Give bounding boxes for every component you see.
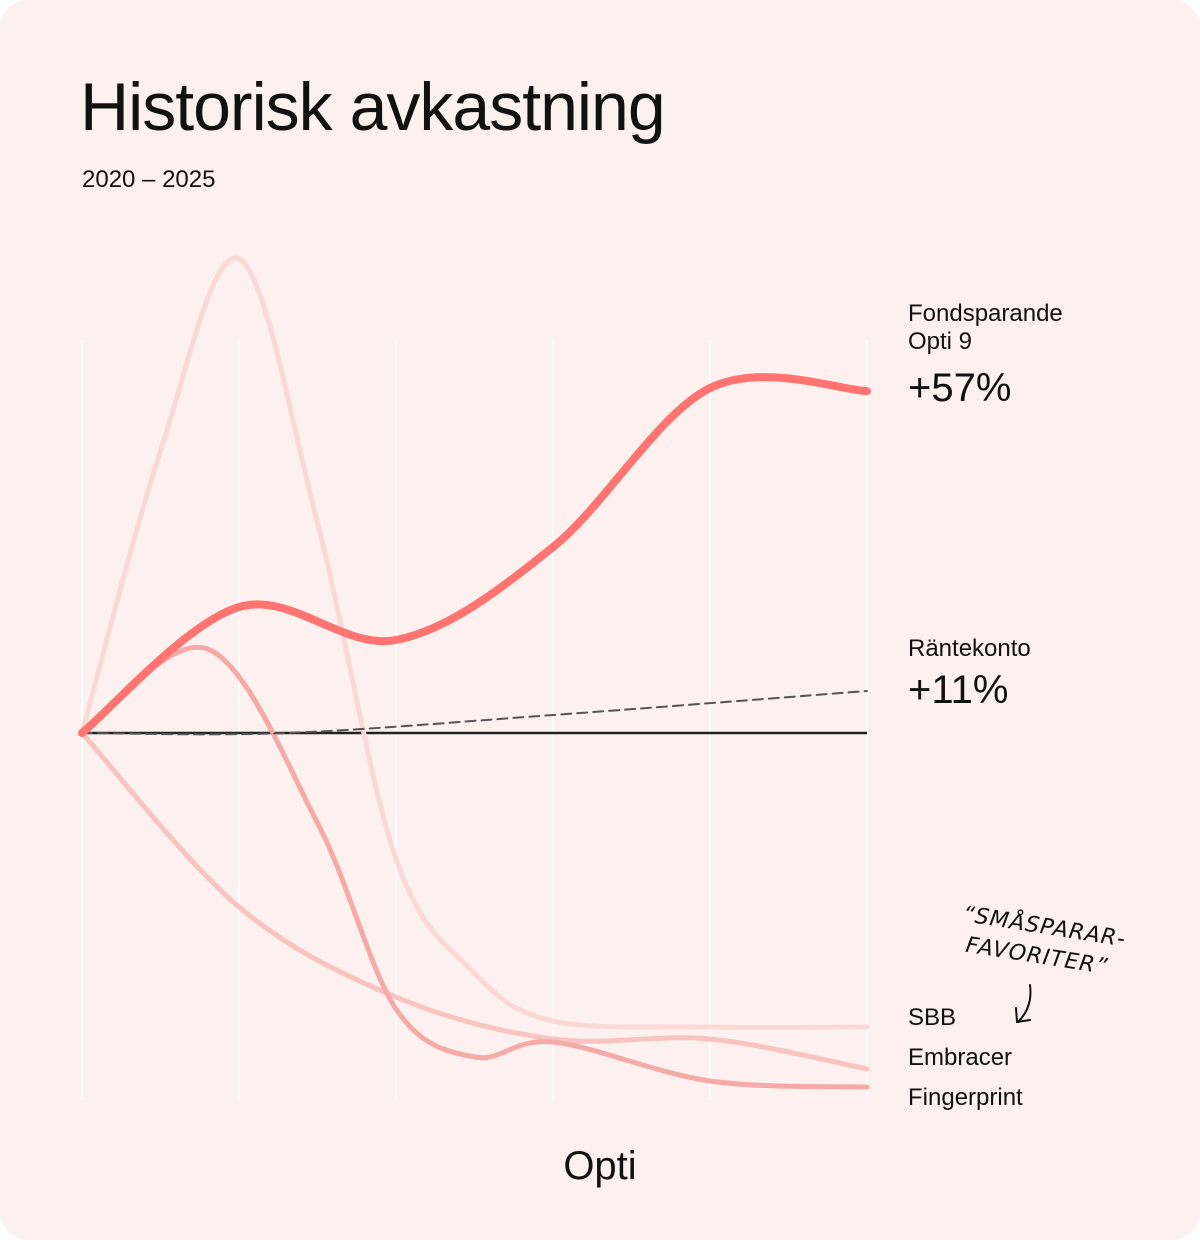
label-embracer: Embracer: [908, 1044, 1013, 1071]
value-rantekonto: +11%: [908, 668, 1009, 712]
label-fondsparande-line2: Opti 9: [908, 328, 973, 355]
arrow-icon: [1015, 984, 1032, 1024]
series-line-fingerprint: [79, 644, 870, 1090]
chart-subtitle: 2020 – 2025: [82, 166, 216, 193]
label-sbb: SBB: [908, 1004, 957, 1031]
label-fondsparande-line1: Fondsparande: [908, 300, 1063, 327]
series-line-fondsparande-opti-9: [78, 373, 871, 737]
label-fondsparande: Fondsparande Opti 9: [908, 300, 1063, 356]
series-line-sbb: [79, 255, 870, 1030]
label-fingerprint: Fingerprint: [908, 1084, 1023, 1111]
chart-title: Historisk avkastning: [80, 69, 666, 145]
label-rantekonto: Räntekonto: [908, 635, 1031, 662]
brand-logo: Opti: [563, 1144, 637, 1188]
value-fondsparande: +57%: [908, 366, 1012, 410]
series-line-räntekonto: [81, 690, 868, 736]
series-line-embracer: [79, 730, 870, 1072]
